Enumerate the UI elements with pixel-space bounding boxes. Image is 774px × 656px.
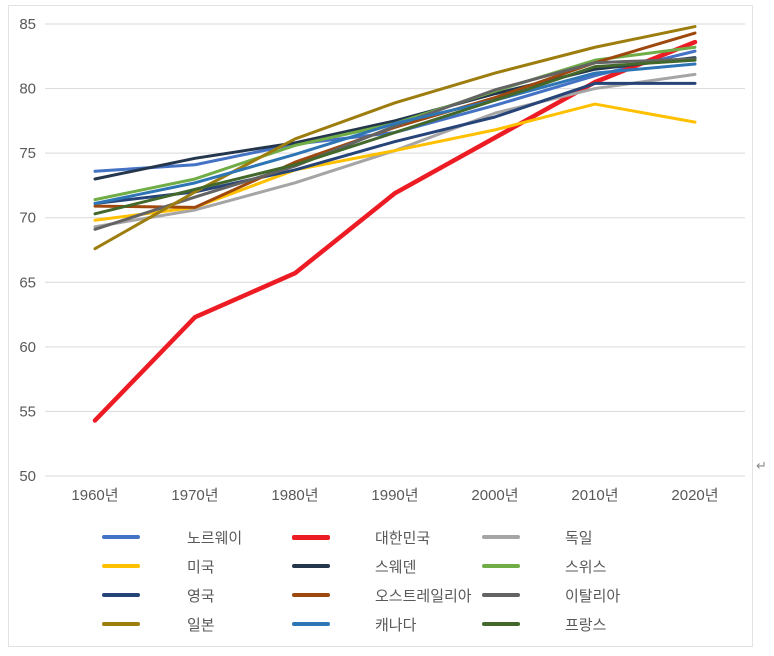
legend-label-노르웨이: 노르웨이 xyxy=(187,530,243,547)
x-axis-tick-label: 1970년 xyxy=(171,487,218,504)
legend-label-대한민국: 대한민국 xyxy=(375,530,431,547)
legend-label-오스트레일리아: 오스트레일리아 xyxy=(375,588,472,605)
line-chart-plot-area: 85 80 75 70 65 60 55 50 1960년 1970년 1980년 1990년 2000… xyxy=(19,16,745,504)
legend-swatch-오스트레일리아 xyxy=(292,593,330,597)
y-axis-tick-label: 55 xyxy=(19,403,36,420)
x-axis-tick-label: 2000년 xyxy=(471,487,518,504)
legend-swatch-미국 xyxy=(102,564,140,568)
legend-label-이탈리아: 이탈리아 xyxy=(565,588,621,605)
y-axis-tick-label: 85 xyxy=(19,16,36,33)
legend-label-프랑스: 프랑스 xyxy=(565,617,607,634)
series-line-프랑스 xyxy=(93,58,697,216)
legend-label-영국: 영국 xyxy=(187,588,215,605)
series-line-이탈리아 xyxy=(93,57,697,231)
series-line-스웨덴 xyxy=(93,56,697,181)
legend-swatch-대한민국 xyxy=(292,534,330,540)
chart-object[interactable] xyxy=(8,5,753,647)
x-axis-tick-label: 2020년 xyxy=(671,487,718,504)
y-axis-tick-label: 60 xyxy=(19,339,36,356)
legend-label-일본: 일본 xyxy=(187,617,215,634)
legend-label-스웨덴: 스웨덴 xyxy=(375,559,417,576)
legend-swatch-캐나다 xyxy=(292,622,330,626)
series-line-대한민국 xyxy=(92,39,698,423)
legend-swatch-이탈리아 xyxy=(482,593,520,597)
legend-label-독일: 독일 xyxy=(565,530,593,547)
x-axis-tick-label: 2010년 xyxy=(571,487,618,504)
legend-swatch-일본 xyxy=(102,622,140,626)
x-axis-tick-label: 1980년 xyxy=(271,487,318,504)
series-line-일본 xyxy=(93,25,697,251)
legend-swatch-프랑스 xyxy=(482,622,520,626)
y-axis-tick-label: 75 xyxy=(19,145,36,162)
legend-swatch-독일 xyxy=(482,535,520,539)
legend-label-스위스: 스위스 xyxy=(565,559,607,576)
y-axis-tick-label: 65 xyxy=(19,274,36,291)
y-axis-tick-label: 80 xyxy=(19,81,36,98)
paragraph-return-mark: ↵ xyxy=(756,458,767,473)
legend-swatch-스위스 xyxy=(482,564,520,568)
legend-label-미국: 미국 xyxy=(187,559,215,576)
legend-swatch-노르웨이 xyxy=(102,535,140,539)
x-axis-tick-label: 1990년 xyxy=(371,487,418,504)
legend-swatch-영국 xyxy=(102,593,140,597)
legend-swatch-스웨덴 xyxy=(292,564,330,568)
series-line-캐나다 xyxy=(93,62,697,206)
y-axis-tick-label: 70 xyxy=(19,210,36,227)
legend-label-캐나다: 캐나다 xyxy=(375,617,417,634)
x-axis-tick-label: 1960년 xyxy=(71,487,118,504)
y-axis-tick-label: 50 xyxy=(19,468,36,485)
